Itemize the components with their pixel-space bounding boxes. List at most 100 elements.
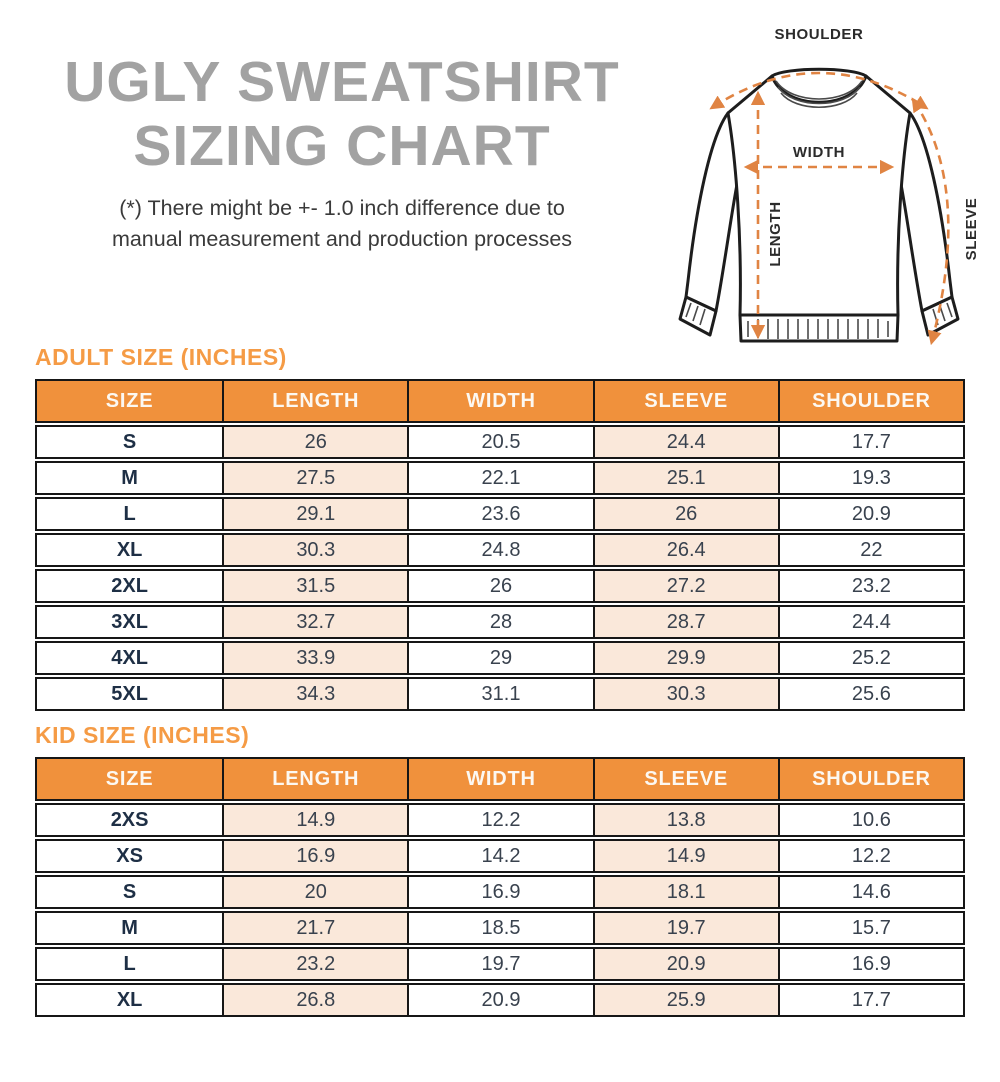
value-cell: 29.9 xyxy=(592,643,778,673)
table-row: 2XL 31.5 26 27.2 23.2 xyxy=(35,569,965,603)
value-cell: 26.8 xyxy=(222,985,408,1015)
value-cell: 25.1 xyxy=(592,463,778,493)
column-header: SHOULDER xyxy=(777,381,963,421)
value-cell: 24.4 xyxy=(592,427,778,457)
measurement-arrows xyxy=(709,71,950,346)
value-cell: 14.2 xyxy=(407,841,592,871)
value-cell: 24.8 xyxy=(407,535,592,565)
length-label: LENGTH xyxy=(767,201,784,266)
column-header: WIDTH xyxy=(407,381,592,421)
size-cell: XL xyxy=(116,989,143,1011)
size-cell: M xyxy=(121,467,138,489)
table-row: XS 16.9 14.2 14.9 12.2 xyxy=(35,839,965,873)
adult-table-header: SIZE LENGTH WIDTH SLEEVE SHOULDER xyxy=(35,379,965,423)
value-cell: 25.2 xyxy=(777,643,963,673)
value-cell: 12.2 xyxy=(777,841,963,871)
kid-size-title: KID SIZE (INCHES) xyxy=(35,722,250,748)
table-row: 5XL 34.3 31.1 30.3 25.6 xyxy=(35,677,965,711)
value-cell: 14.9 xyxy=(592,841,778,871)
value-cell: 25.6 xyxy=(777,679,963,709)
disclaimer-line2: manual measurement and production proces… xyxy=(111,226,573,251)
value-cell: 20.9 xyxy=(777,499,963,529)
value-cell: 34.3 xyxy=(222,679,408,709)
page-title-line1: UGLY SWEATSHIRT xyxy=(64,50,620,114)
sweatshirt-outline xyxy=(678,67,960,343)
value-cell: 33.9 xyxy=(222,643,408,673)
size-cell: S xyxy=(122,881,137,903)
table-row: M 27.5 22.1 25.1 19.3 xyxy=(35,461,965,495)
size-cell: 5XL xyxy=(111,683,148,705)
value-cell: 30.3 xyxy=(592,679,778,709)
value-cell: 21.7 xyxy=(222,913,408,943)
value-cell: 29.1 xyxy=(222,499,408,529)
column-header: LENGTH xyxy=(222,759,407,799)
column-header: SIZE xyxy=(105,768,154,790)
value-cell: 20.9 xyxy=(407,985,592,1015)
table-row: 3XL 32.7 28 28.7 24.4 xyxy=(35,605,965,639)
value-cell: 26.4 xyxy=(592,535,778,565)
shoulder-label: SHOULDER xyxy=(775,26,864,43)
column-header: LENGTH xyxy=(222,381,407,421)
header: UGLY SWEATSHIRT SIZING CHART (*) There m… xyxy=(8,50,676,255)
column-header: SHOULDER xyxy=(777,759,963,799)
table-row: XL 30.3 24.8 26.4 22 xyxy=(35,533,965,567)
kid-table-body: 2XS 14.9 12.2 13.8 10.6 XS 16.9 14.2 14.9 12.2 S 20… xyxy=(35,803,965,1017)
sweatshirt-measurement-diagram: SHOULDER WIDTH LENGTH SLEEVE xyxy=(658,14,1000,354)
value-cell: 15.7 xyxy=(777,913,963,943)
size-cell: L xyxy=(123,953,136,975)
sweatshirt-diagram-svg: SHOULDER WIDTH LENGTH SLEEVE xyxy=(678,26,980,346)
value-cell: 18.5 xyxy=(407,913,592,943)
value-cell: 12.2 xyxy=(407,805,592,835)
value-cell: 14.9 xyxy=(222,805,408,835)
value-cell: 26 xyxy=(407,571,592,601)
value-cell: 26 xyxy=(222,427,408,457)
page-title-line2: SIZING CHART xyxy=(133,114,551,179)
value-cell: 16.9 xyxy=(777,949,963,979)
value-cell: 32.7 xyxy=(222,607,408,637)
value-cell: 23.2 xyxy=(777,571,963,601)
value-cell: 30.3 xyxy=(222,535,408,565)
value-cell: 22.1 xyxy=(407,463,592,493)
value-cell: 28.7 xyxy=(592,607,778,637)
value-cell: 14.6 xyxy=(777,877,963,907)
column-header: SLEEVE xyxy=(592,381,778,421)
value-cell: 20 xyxy=(222,877,408,907)
value-cell: 27.5 xyxy=(222,463,408,493)
sleeve-arrow xyxy=(911,97,950,346)
value-cell: 19.3 xyxy=(777,463,963,493)
disclaimer-text: (*) There might be +- 1.0 inch differenc… xyxy=(8,193,676,255)
size-cell: M xyxy=(121,917,138,939)
value-cell: 16.9 xyxy=(407,877,592,907)
value-cell: 20.9 xyxy=(592,949,778,979)
size-cell: S xyxy=(122,431,137,453)
value-cell: 18.1 xyxy=(592,877,778,907)
size-cell: 2XL xyxy=(111,575,148,597)
value-cell: 27.2 xyxy=(592,571,778,601)
value-cell: 19.7 xyxy=(592,913,778,943)
table-row: XL 26.8 20.9 25.9 17.7 xyxy=(35,983,965,1017)
value-cell: 19.7 xyxy=(407,949,592,979)
value-cell: 29 xyxy=(407,643,592,673)
table-row: S 26 20.5 24.4 17.7 xyxy=(35,425,965,459)
value-cell: 25.9 xyxy=(592,985,778,1015)
column-header: SLEEVE xyxy=(592,759,778,799)
size-cell: XS xyxy=(116,845,143,867)
value-cell: 23.6 xyxy=(407,499,592,529)
value-cell: 16.9 xyxy=(222,841,408,871)
column-header: SIZE xyxy=(105,390,154,412)
table-row: M 21.7 18.5 19.7 15.7 xyxy=(35,911,965,945)
value-cell: 17.7 xyxy=(777,427,963,457)
table-row: 2XS 14.9 12.2 13.8 10.6 xyxy=(35,803,965,837)
value-cell: 13.8 xyxy=(592,805,778,835)
adult-table-body: S 26 20.5 24.4 17.7 M 27.5 22.1 25.1 19.3 L 29.1 23.… xyxy=(35,425,965,711)
size-cell: 3XL xyxy=(111,611,148,633)
shoulder-arrow xyxy=(709,71,929,110)
size-cell: L xyxy=(123,503,136,525)
table-row: L 29.1 23.6 26 20.9 xyxy=(35,497,965,531)
value-cell: 10.6 xyxy=(777,805,963,835)
size-cell: XL xyxy=(116,539,143,561)
value-cell: 24.4 xyxy=(777,607,963,637)
value-cell: 20.5 xyxy=(407,427,592,457)
sleeve-label: SLEEVE xyxy=(963,198,980,261)
